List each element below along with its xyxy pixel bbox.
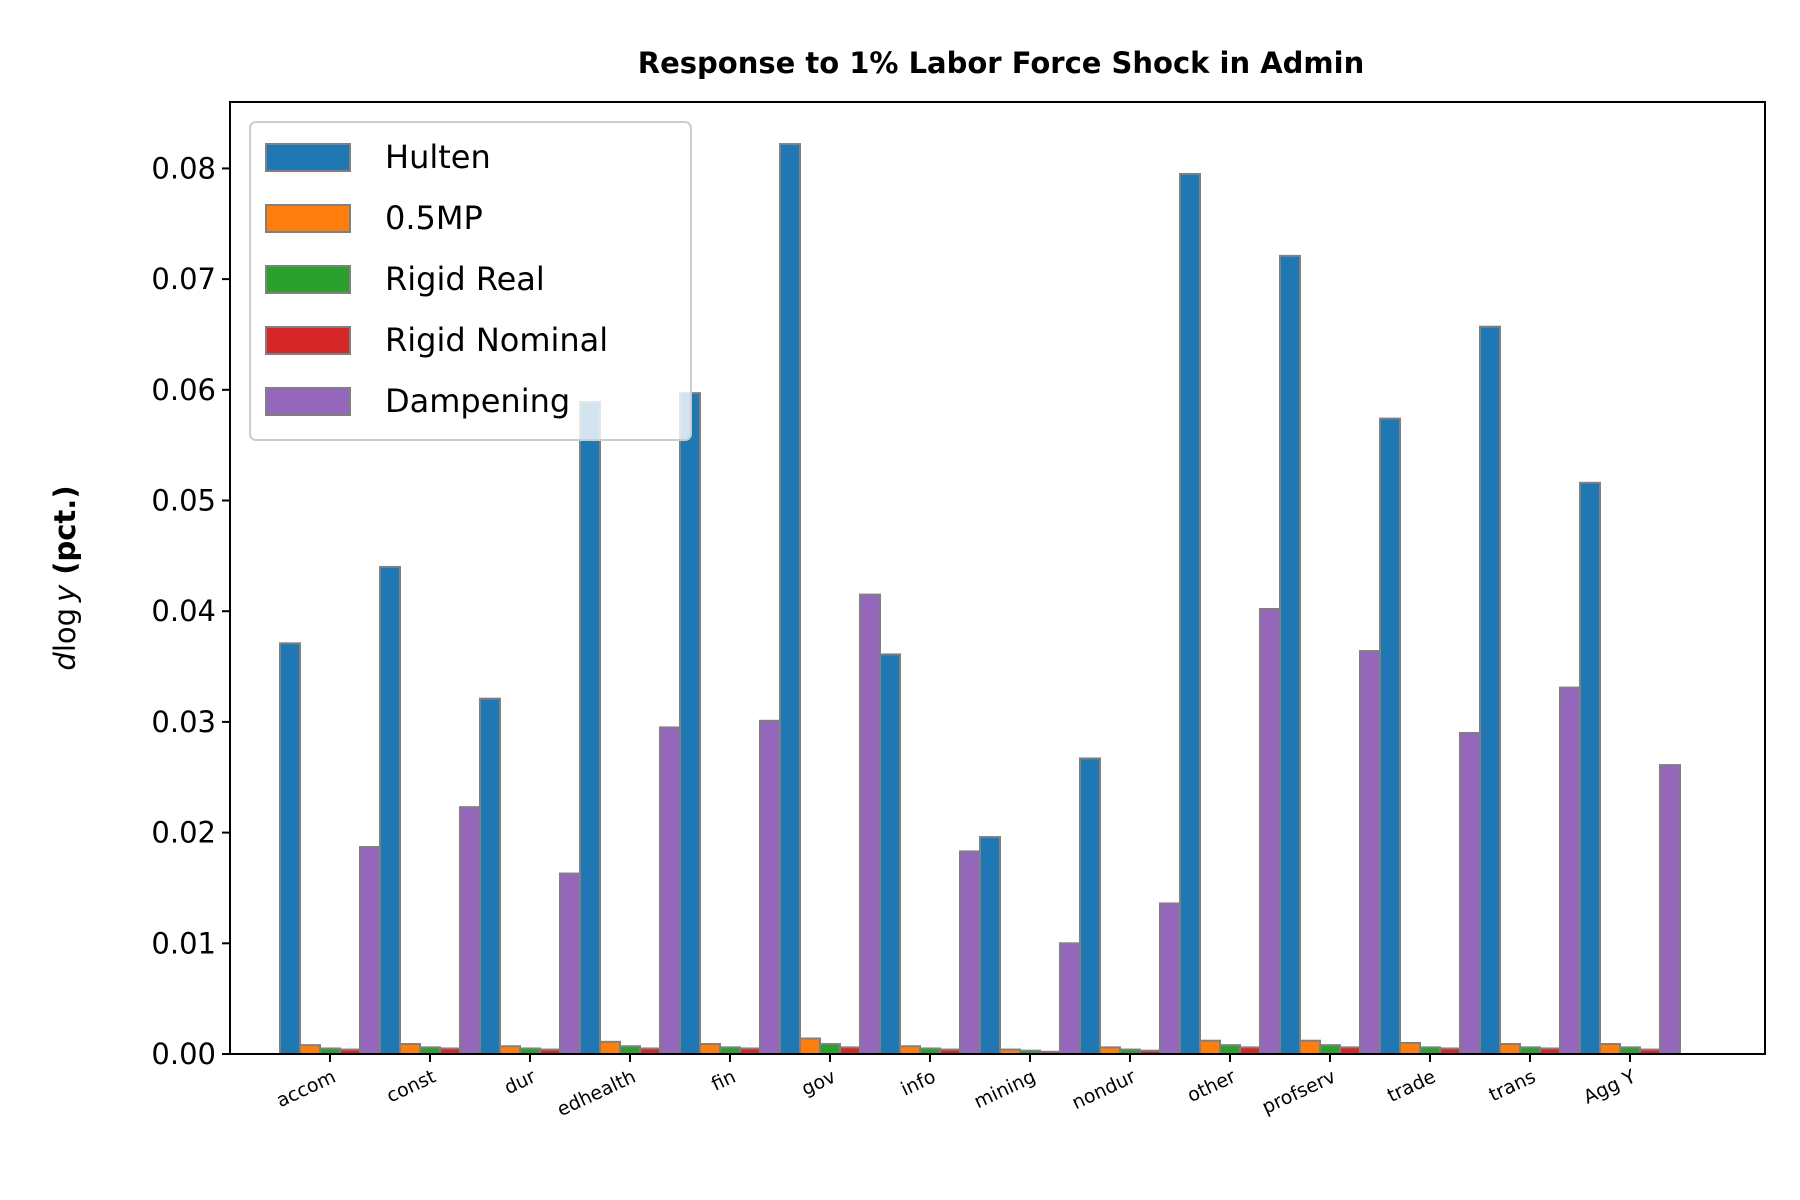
legend-swatch-rigid-nominal (265, 326, 351, 355)
y-tick-label: 0.08 (151, 151, 216, 185)
legend-box (249, 121, 692, 441)
bar-dampening-mining (1059, 942, 1081, 1055)
legend-label-dampening: Dampening (385, 382, 570, 420)
bar-dampening-trade (1459, 731, 1481, 1055)
y-axis-label: dlog y (pct.) (48, 485, 82, 670)
bar-dampening-info (959, 850, 981, 1055)
bar-dampening-trans (1559, 686, 1581, 1056)
bar-dampening-profserv (1359, 650, 1381, 1055)
bar-hulten-const (379, 565, 401, 1055)
bar-hulten-trade (1379, 417, 1401, 1056)
y-axis: 0.00 0.01 0.02 0.03 0.04 0.05 0.06 0.07 0.08 (151, 151, 230, 1071)
y-axis-label-d: d (48, 652, 82, 671)
bar-rigid-real-profserv (1319, 1044, 1341, 1056)
y-tick-label: 0.01 (151, 926, 216, 960)
legend-label-rigid-nominal: Rigid Nominal (385, 321, 608, 359)
bar-dampening-const (459, 806, 481, 1056)
bar-hulten-info (879, 653, 901, 1055)
bar-0-5mp-trade (1399, 1041, 1421, 1056)
plot-frame (229, 101, 1766, 1055)
bar-hulten-mining (979, 836, 1001, 1056)
legend-swatch-hulten (265, 143, 351, 172)
legend-swatch-rigid-real (265, 265, 351, 294)
bar-hulten-trans (1479, 325, 1501, 1056)
bar-0-5mp-trans (1499, 1043, 1521, 1056)
bar-hulten-gov (779, 143, 801, 1055)
bar-dampening-gov (859, 593, 881, 1055)
y-tick-label: 0.03 (151, 705, 216, 739)
bar-dampening-agg-y (1659, 764, 1681, 1056)
bar-hulten-edhealth (579, 400, 601, 1055)
bar-hulten-fin (679, 392, 701, 1055)
legend-label-0-5mp: 0.5MP (385, 199, 483, 237)
bar-0-5mp-fin (699, 1043, 721, 1056)
y-tick-label: 0.07 (151, 262, 216, 296)
bar-rigid-real-edhealth (619, 1045, 641, 1055)
bar-0-5mp-other (1199, 1039, 1221, 1055)
bar-0-5mp-agg-y (1599, 1043, 1621, 1056)
legend-swatch-dampening (265, 387, 351, 416)
y-tick-label: 0.05 (151, 484, 216, 518)
legend-label-rigid-real: Rigid Real (385, 260, 545, 298)
bar-hulten-other (1179, 172, 1201, 1055)
y-axis-label-log: log (48, 608, 82, 652)
bar-0-5mp-accom (299, 1044, 321, 1056)
bar-hulten-dur (479, 697, 501, 1055)
bar-dampening-other (1259, 608, 1281, 1055)
y-axis-label-unit: (pct.) (48, 485, 82, 574)
bar-hulten-nondur (1079, 757, 1101, 1055)
bar-hulten-profserv (1279, 254, 1301, 1055)
bar-hulten-agg-y (1579, 481, 1601, 1055)
y-tick-label: 0.06 (151, 373, 216, 407)
bar-0-5mp-const (399, 1043, 421, 1056)
bar-dampening-edhealth (659, 726, 681, 1055)
y-tick-label: 0.00 (151, 1037, 216, 1071)
bar-0-5mp-edhealth (599, 1040, 621, 1055)
bar-0-5mp-dur (499, 1045, 521, 1055)
bar-rigid-real-other (1219, 1044, 1241, 1056)
bar-dampening-accom (359, 846, 381, 1055)
bar-0-5mp-profserv (1299, 1039, 1321, 1055)
bar-dampening-dur (559, 872, 581, 1055)
chart-title: Response to 1% Labor Force Shock in Admi… (638, 46, 1365, 80)
bar-0-5mp-gov (799, 1037, 821, 1055)
legend-swatch-0-5mp (265, 204, 351, 233)
bar-dampening-nondur (1159, 902, 1181, 1056)
bar-hulten-accom (279, 642, 301, 1055)
legend: Hulten 0.5MP Rigid Real Rigid Nominal Dampen… (249, 121, 692, 441)
bar-dampening-fin (759, 719, 781, 1055)
bars-group (279, 143, 1681, 1056)
bar-0-5mp-info (899, 1045, 921, 1055)
y-axis-label-y: y (48, 584, 82, 603)
y-tick-label: 0.02 (151, 816, 216, 850)
legend-label-hulten: Hulten (385, 138, 491, 176)
bar-rigid-real-gov (819, 1043, 841, 1056)
y-tick-label: 0.04 (151, 594, 216, 628)
